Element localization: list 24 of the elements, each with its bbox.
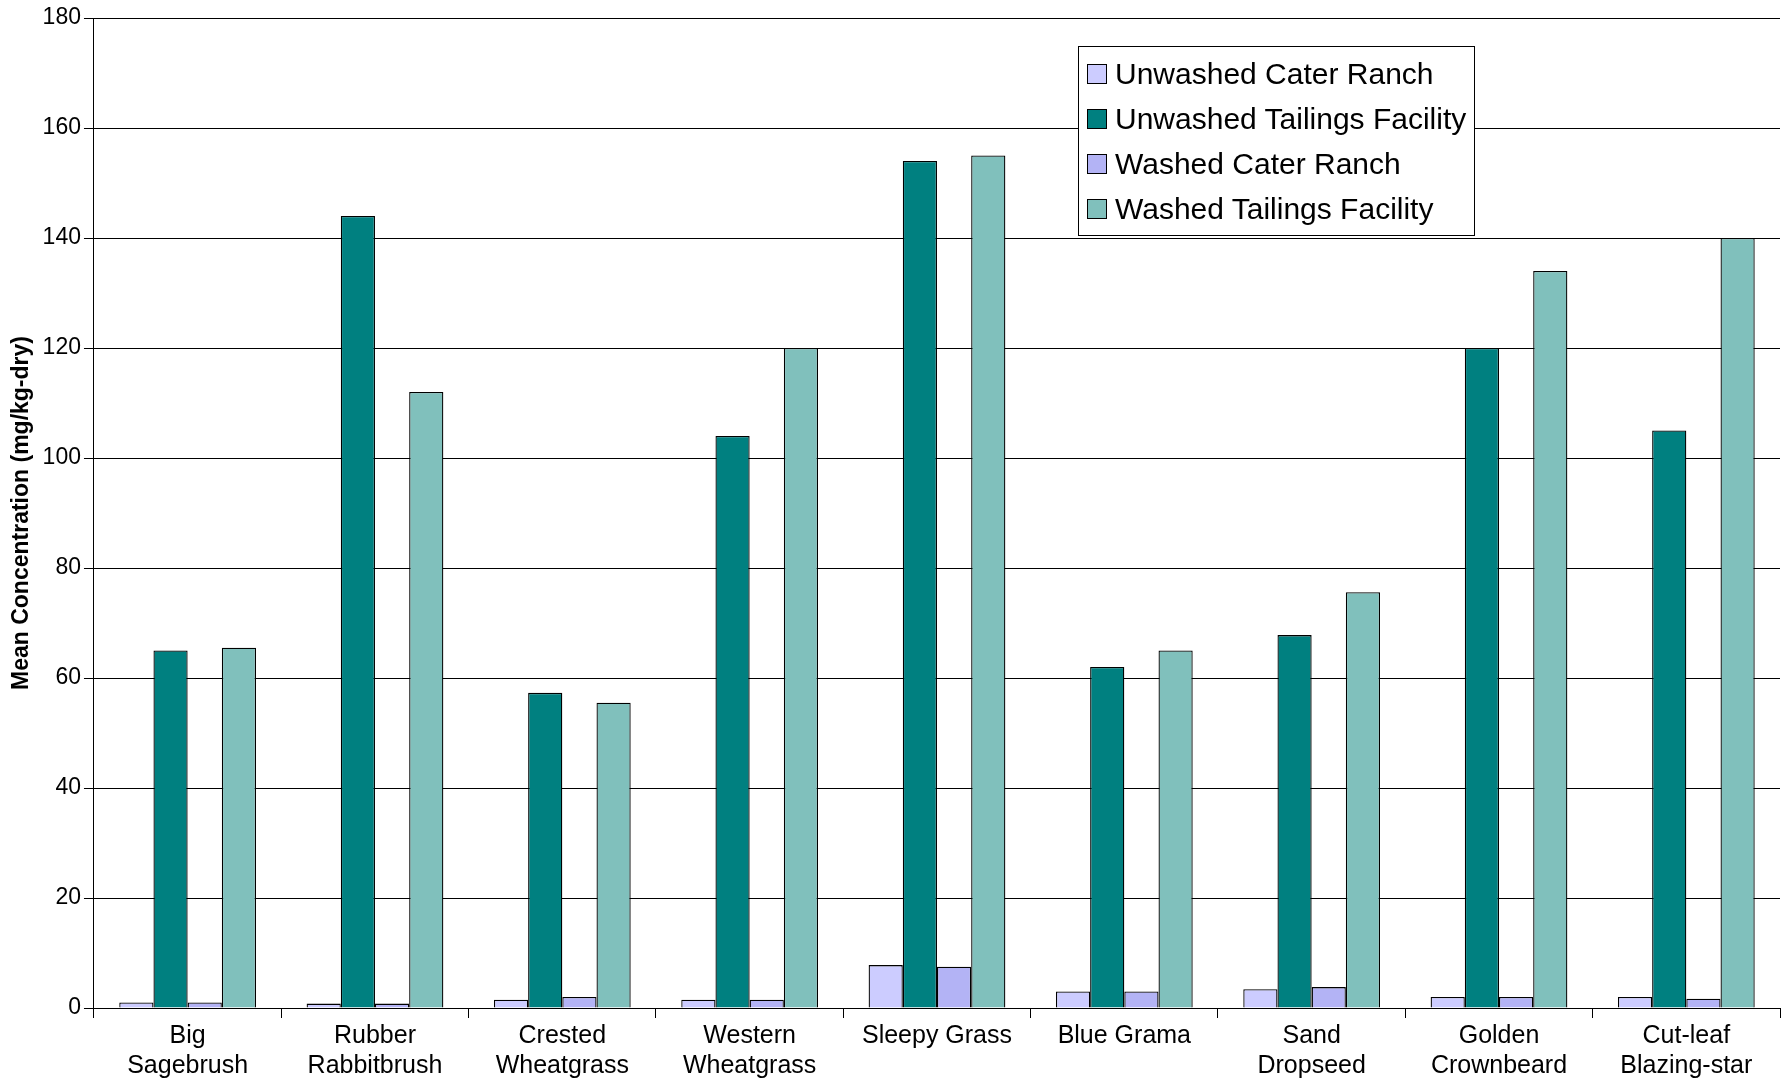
- y-tick-label: 100: [42, 443, 81, 470]
- legend-label: Washed Cater Ranch: [1115, 146, 1401, 182]
- x-tick-label: Crested Wheatgrass: [495, 1019, 630, 1078]
- x-tick-label: Blue Grama: [1057, 1019, 1192, 1048]
- y-axis-title: Mean Concentration (mg/kg-dry): [7, 336, 34, 690]
- legend-label: Unwashed Cater Ranch: [1115, 56, 1434, 92]
- legend-label: Unwashed Tailings Facility: [1115, 101, 1467, 137]
- y-tick-label: 40: [55, 773, 81, 800]
- x-tick-label: Golden Crownbeard: [1430, 1019, 1568, 1078]
- y-tick-label: 60: [55, 663, 81, 690]
- x-tick-label: Big Sagebrush: [127, 1019, 249, 1078]
- x-tick-label: Cut-leaf Blazing-star: [1620, 1019, 1753, 1078]
- x-tick-label: Western Wheatgrass: [682, 1019, 817, 1078]
- y-tick-label: 160: [42, 113, 81, 140]
- y-tick-label: 180: [42, 3, 81, 30]
- y-tick-label: 140: [42, 223, 81, 250]
- x-tick-label: Rubber Rabbitbrush: [307, 1019, 443, 1078]
- x-tick-label: Sleepy Grass: [861, 1019, 1013, 1048]
- y-tick-label: 20: [55, 883, 81, 910]
- y-tick-label: 120: [42, 333, 81, 360]
- y-tick-label: 0: [68, 993, 81, 1020]
- x-tick-label: Sand Dropseed: [1257, 1019, 1366, 1078]
- legend-label: Washed Tailings Facility: [1115, 191, 1434, 227]
- y-tick-label: 80: [55, 553, 81, 580]
